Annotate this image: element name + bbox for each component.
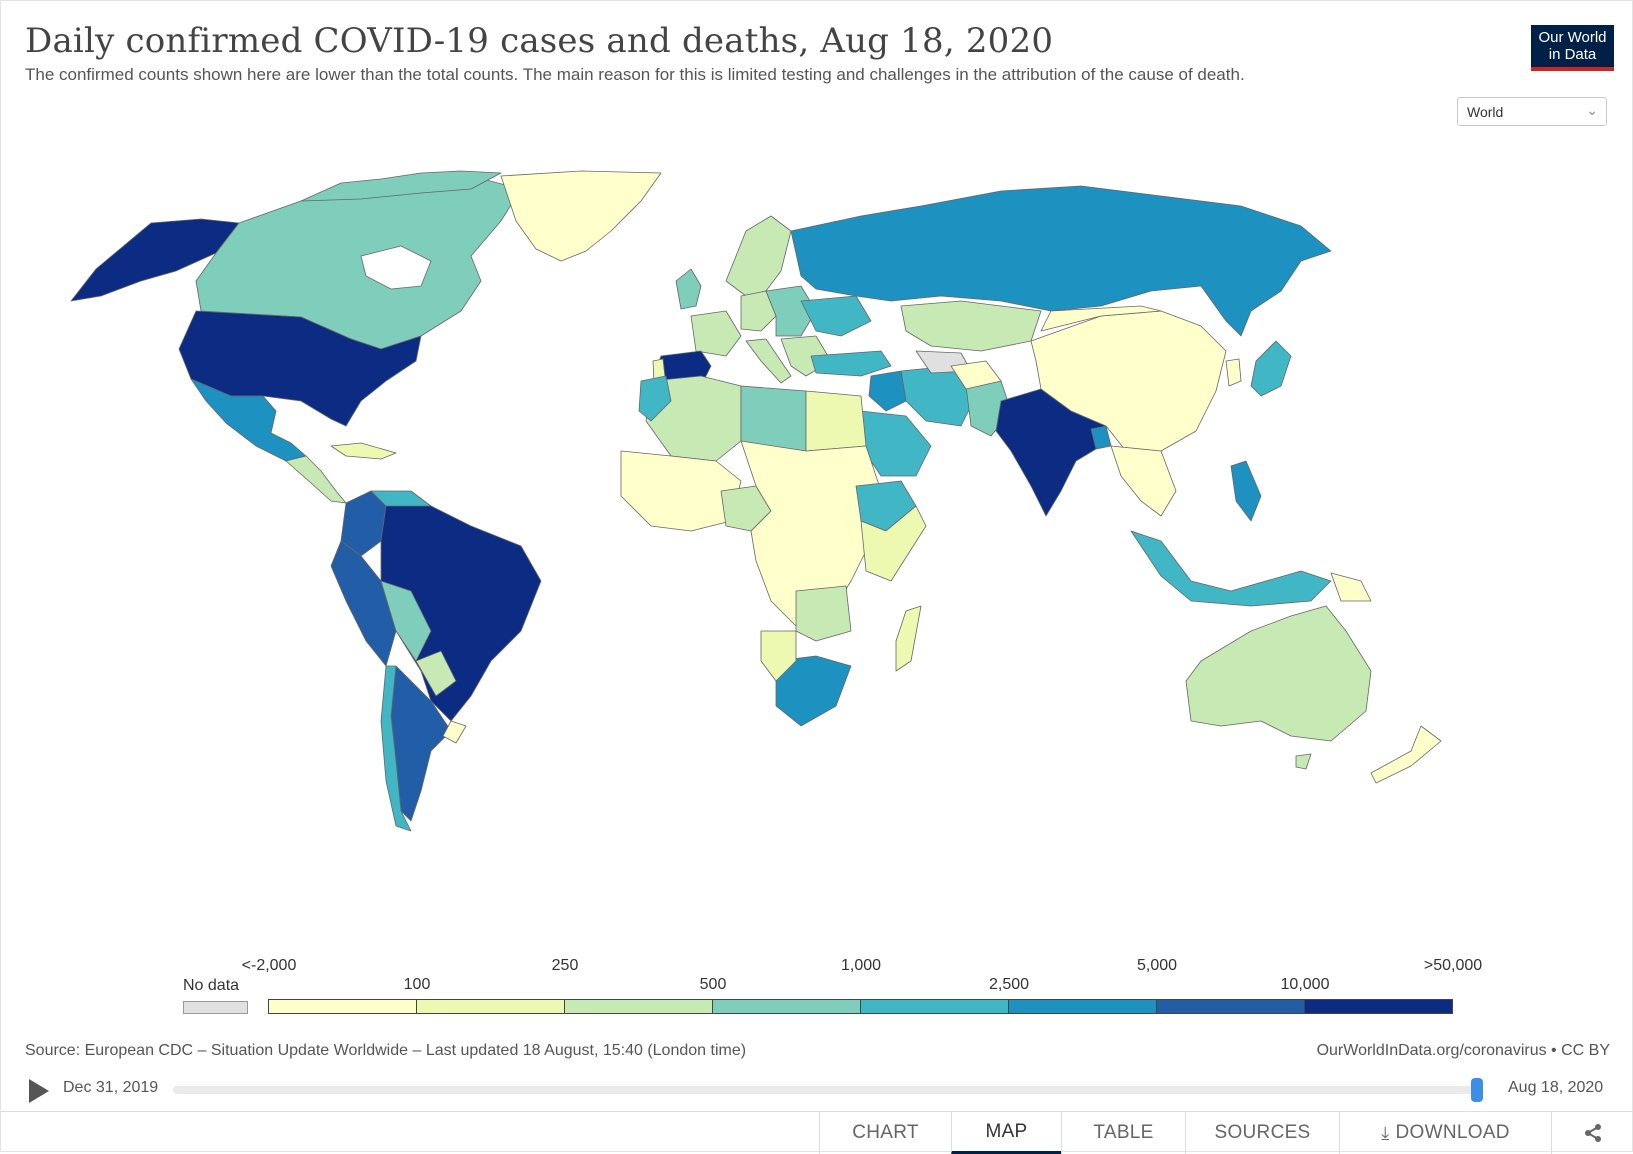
region-russia[interactable]	[790, 185, 1332, 337]
chevron-down-icon: ⌄	[1586, 102, 1598, 118]
region-tasmania[interactable]	[1295, 753, 1312, 770]
share-button[interactable]	[1551, 1112, 1633, 1154]
region-central-america[interactable]	[285, 455, 347, 504]
logo-line-2: in Data	[1548, 46, 1597, 63]
region-germany[interactable]	[740, 290, 777, 332]
page-title: Daily confirmed COVID-19 cases and death…	[25, 21, 1054, 61]
credit-link[interactable]: OurWorldInData.org/coronavirus • CC BY	[1316, 1042, 1610, 1059]
region-png[interactable]	[1330, 572, 1372, 602]
region-philippines[interactable]	[1230, 460, 1262, 522]
region-canada-islands[interactable]	[300, 170, 502, 202]
logo-accent-bar	[1531, 67, 1614, 71]
region-france[interactable]	[690, 310, 742, 357]
region-afghanistan[interactable]	[950, 360, 1002, 390]
region-italy[interactable]	[745, 338, 792, 384]
legend-tick: 2,500	[988, 976, 1030, 993]
region-new-zealand[interactable]	[1370, 725, 1442, 784]
timeline-handle[interactable]	[1471, 1078, 1483, 1102]
region-hudson-bay	[360, 245, 432, 290]
source-note: Source: European CDC – Situation Update …	[25, 1042, 747, 1059]
logo-line-1: Our World	[1538, 29, 1607, 46]
region-uk[interactable]	[675, 268, 702, 310]
timeline: Dec 31, 2019 Aug 18, 2020	[1, 1073, 1633, 1105]
world-map[interactable]	[1, 161, 1633, 951]
tab-download[interactable]: ⤓ DOWNLOAD	[1339, 1112, 1551, 1154]
region-turkey[interactable]	[810, 350, 892, 377]
timeline-start-label: Dec 31, 2019	[63, 1079, 159, 1096]
region-china[interactable]	[1030, 310, 1227, 452]
tab-sources[interactable]: SOURCES	[1185, 1112, 1339, 1154]
legend-bin[interactable]	[1305, 1000, 1452, 1013]
tab-map[interactable]: MAP	[951, 1112, 1061, 1154]
region-scandinavia[interactable]	[725, 215, 792, 297]
region-southeast-asia[interactable]	[1110, 445, 1177, 517]
timeline-end-label: Aug 18, 2020	[1508, 1079, 1604, 1096]
region-chile[interactable]	[380, 665, 412, 832]
region-morocco[interactable]	[638, 375, 672, 422]
region-greenland[interactable]	[500, 170, 662, 262]
region-south-africa[interactable]	[775, 655, 852, 727]
region-caribbean[interactable]	[330, 442, 397, 460]
legend-bin[interactable]	[417, 1000, 565, 1013]
region-paraguay[interactable]	[415, 650, 457, 697]
region-ukraine[interactable]	[800, 295, 872, 337]
tab-label: TABLE	[1093, 1122, 1154, 1143]
region-central-europe[interactable]	[765, 285, 817, 337]
region-uruguay[interactable]	[442, 720, 467, 744]
legend-bin[interactable]	[861, 1000, 1009, 1013]
region-select[interactable]: World ⌄	[1457, 97, 1607, 126]
tab-chart[interactable]: CHART	[819, 1112, 951, 1154]
share-icon	[1584, 1124, 1601, 1142]
legend-bin[interactable]	[1157, 1000, 1305, 1013]
tab-label: DOWNLOAD	[1395, 1122, 1510, 1143]
download-icon: ⤓	[1381, 1122, 1390, 1143]
legend-bin[interactable]	[1009, 1000, 1157, 1013]
tab-label: SOURCES	[1214, 1122, 1311, 1143]
region-select-value: World	[1467, 104, 1504, 120]
page-subtitle: The confirmed counts shown here are lowe…	[25, 65, 1245, 84]
legend-tick: 500	[699, 976, 727, 993]
legend-bin[interactable]	[269, 1000, 417, 1013]
region-egypt[interactable]	[805, 390, 867, 452]
region-mongolia[interactable]	[1040, 305, 1162, 332]
legend-bin[interactable]	[565, 1000, 713, 1013]
owid-logo[interactable]: Our World in Data	[1531, 25, 1614, 71]
region-kazakhstan[interactable]	[900, 300, 1042, 352]
region-mexico[interactable]	[190, 378, 307, 462]
legend-tick: 1,000	[840, 957, 882, 974]
map-legend: No data <-2,000 250 1,000 5,000 >50,000 …	[1, 951, 1633, 1014]
timeline-track[interactable]	[173, 1086, 1483, 1094]
region-bolivia[interactable]	[380, 580, 432, 662]
region-namibia[interactable]	[760, 630, 797, 682]
legend-bin[interactable]	[713, 1000, 861, 1013]
tab-bar: CHART MAP TABLE SOURCES ⤓ DOWNLOAD	[1, 1111, 1633, 1154]
play-icon[interactable]	[29, 1079, 49, 1103]
legend-tick: 250	[551, 957, 579, 974]
legend-tick: >50,000	[1423, 957, 1483, 974]
legend-tick: <-2,000	[241, 957, 297, 974]
legend-tick: 5,000	[1136, 957, 1178, 974]
region-southern-africa[interactable]	[795, 585, 852, 642]
tab-label: MAP	[985, 1120, 1028, 1142]
region-iraq[interactable]	[868, 370, 907, 412]
legend-color-scale	[268, 999, 1453, 1014]
tab-table[interactable]: TABLE	[1061, 1112, 1185, 1154]
region-japan[interactable]	[1250, 340, 1292, 397]
region-madagascar[interactable]	[895, 605, 922, 672]
legend-tick: 100	[403, 976, 431, 993]
region-east-africa[interactable]	[860, 505, 927, 582]
legend-tick: 10,000	[1280, 976, 1330, 993]
region-indonesia[interactable]	[1130, 530, 1332, 607]
legend-no-data-label: No data	[183, 977, 240, 994]
region-australia[interactable]	[1185, 605, 1372, 742]
region-korea[interactable]	[1225, 358, 1242, 387]
tab-label: CHART	[852, 1122, 919, 1143]
legend-no-data-swatch	[183, 1001, 248, 1014]
